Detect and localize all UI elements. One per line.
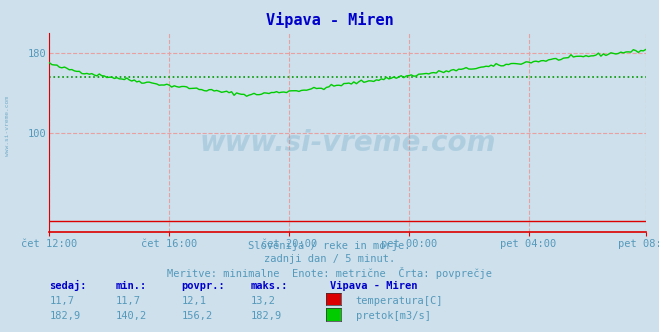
Text: min.:: min.: bbox=[115, 281, 146, 291]
Text: Vipava - Miren: Vipava - Miren bbox=[330, 281, 417, 291]
Text: povpr.:: povpr.: bbox=[181, 281, 225, 291]
Text: pretok[m3/s]: pretok[m3/s] bbox=[356, 311, 431, 321]
Text: 182,9: 182,9 bbox=[49, 311, 80, 321]
Text: 12,1: 12,1 bbox=[181, 296, 206, 306]
Text: 140,2: 140,2 bbox=[115, 311, 146, 321]
Text: maks.:: maks.: bbox=[250, 281, 288, 291]
Text: sedaj:: sedaj: bbox=[49, 280, 87, 291]
Text: temperatura[C]: temperatura[C] bbox=[356, 296, 444, 306]
Text: Vipava - Miren: Vipava - Miren bbox=[266, 12, 393, 28]
Text: www.si-vreme.com: www.si-vreme.com bbox=[5, 96, 11, 156]
Text: Meritve: minimalne  Enote: metrične  Črta: povprečje: Meritve: minimalne Enote: metrične Črta:… bbox=[167, 267, 492, 279]
Text: Slovenija / reke in morje.: Slovenija / reke in morje. bbox=[248, 241, 411, 251]
Text: 182,9: 182,9 bbox=[250, 311, 281, 321]
Text: 156,2: 156,2 bbox=[181, 311, 212, 321]
Text: 11,7: 11,7 bbox=[49, 296, 74, 306]
Text: 11,7: 11,7 bbox=[115, 296, 140, 306]
Text: zadnji dan / 5 minut.: zadnji dan / 5 minut. bbox=[264, 254, 395, 264]
Text: www.si-vreme.com: www.si-vreme.com bbox=[200, 129, 496, 157]
Text: 13,2: 13,2 bbox=[250, 296, 275, 306]
